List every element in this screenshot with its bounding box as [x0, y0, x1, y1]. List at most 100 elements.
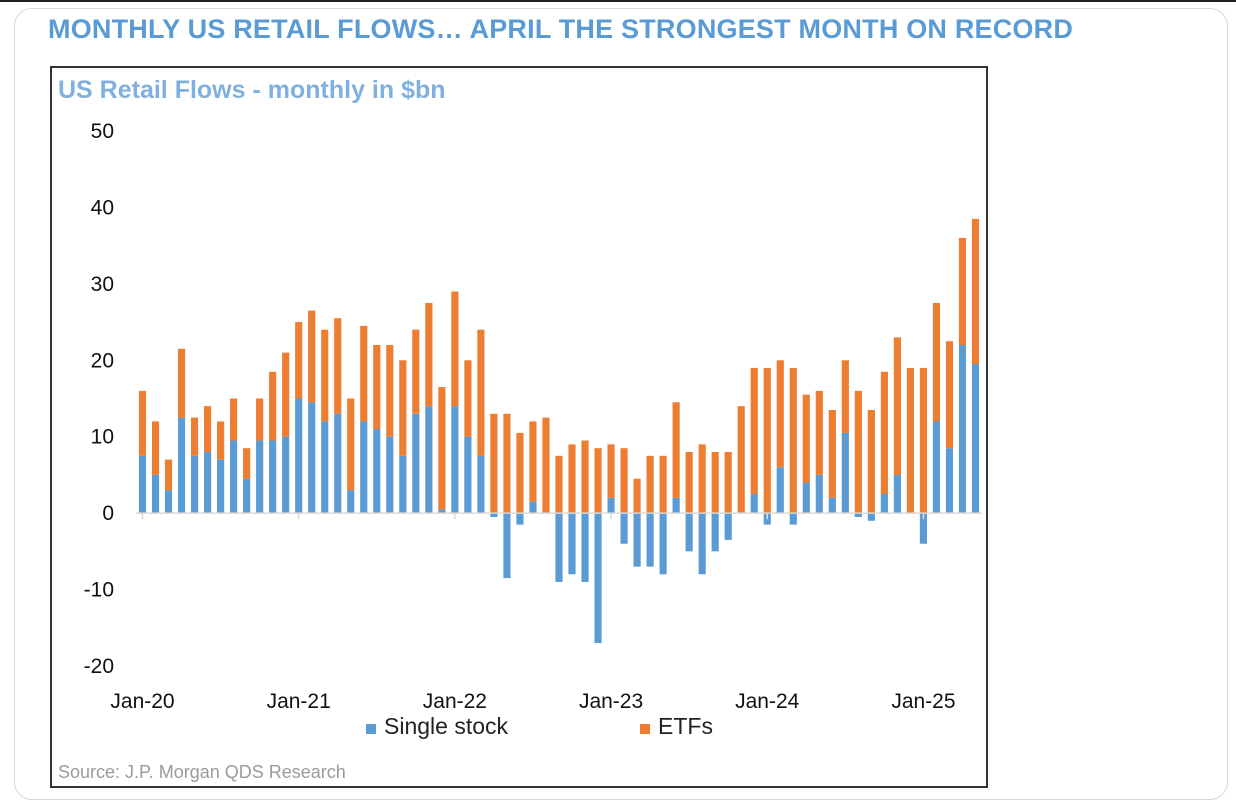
bar-single-stock — [581, 513, 589, 582]
bar-single-stock — [568, 513, 576, 575]
bar-etf — [594, 448, 602, 514]
bar-etf — [698, 444, 706, 514]
bar-etf — [308, 310, 316, 403]
bar-etf — [282, 352, 290, 437]
headline: MONTHLY US RETAIL FLOWS… APRIL THE STRON… — [48, 14, 1074, 44]
bar-single-stock — [620, 513, 628, 544]
bar-single-stock — [151, 474, 160, 514]
y-tick-label: 0 — [102, 502, 114, 525]
bar-etf — [438, 387, 446, 510]
bar-single-stock — [633, 513, 641, 567]
bar-etf — [373, 345, 381, 430]
bar-etf — [529, 421, 537, 502]
bar-etf — [386, 345, 394, 437]
x-tick-label: Jan-23 — [579, 690, 643, 713]
x-tick-label: Jan-22 — [423, 690, 487, 713]
bar-single-stock — [828, 497, 836, 514]
legend-label-single-stock: Single stock — [384, 713, 509, 739]
bar-single-stock — [932, 421, 941, 514]
bar-etf — [685, 452, 693, 514]
bar-etf — [828, 409, 836, 498]
bar-single-stock — [451, 406, 459, 514]
bar-etf — [516, 432, 524, 514]
bar-etf — [230, 398, 238, 441]
y-tick-label: 30 — [91, 273, 114, 296]
bar-single-stock — [893, 474, 901, 514]
bar-etf — [243, 448, 251, 479]
bar-single-stock — [594, 513, 602, 644]
bar-etf — [490, 413, 498, 514]
bar-single-stock — [945, 448, 954, 514]
bar-single-stock — [477, 455, 485, 514]
bar-etf — [477, 329, 485, 456]
bar-single-stock — [464, 436, 472, 514]
bar-etf — [906, 367, 914, 514]
bar-etf — [724, 452, 732, 514]
y-tick-label: 10 — [91, 426, 114, 449]
legend-swatch-etfs — [640, 724, 650, 734]
bar-single-stock — [360, 421, 368, 514]
bar-single-stock — [711, 513, 719, 552]
bar-single-stock — [386, 436, 394, 514]
bar-etf — [503, 413, 511, 514]
bar-single-stock — [321, 421, 329, 514]
bar-etf — [971, 218, 980, 365]
bar-single-stock — [425, 406, 433, 514]
legend-label-etfs: ETFs — [658, 713, 713, 739]
bar-single-stock — [373, 429, 381, 514]
bar-etf — [568, 444, 576, 514]
bar-etf — [581, 440, 589, 514]
bar-single-stock — [243, 478, 251, 514]
bar-single-stock — [672, 497, 680, 514]
bar-etf — [854, 390, 862, 514]
bar-single-stock — [282, 436, 290, 514]
bar-etf — [151, 421, 160, 475]
bar-single-stock — [230, 440, 238, 514]
bar-single-stock — [698, 513, 706, 575]
bar-etf — [893, 337, 901, 475]
x-tick-label: Jan-20 — [110, 690, 174, 713]
bar-single-stock — [854, 513, 862, 517]
bar-etf — [841, 360, 849, 433]
x-tick-label: Jan-25 — [891, 690, 955, 713]
bar-single-stock — [438, 509, 446, 514]
x-tick-label: Jan-21 — [267, 690, 331, 713]
bar-single-stock — [867, 513, 875, 521]
y-tick-label: 20 — [91, 349, 114, 372]
bar-etf — [711, 452, 719, 514]
chart-title: US Retail Flows - monthly in $bn — [58, 76, 446, 104]
bar-etf — [659, 455, 667, 514]
bar-etf — [542, 417, 550, 514]
bar-single-stock — [919, 513, 928, 544]
x-tick-label: Jan-24 — [735, 690, 800, 713]
y-tick-label: 50 — [91, 120, 114, 143]
bar-etf — [204, 406, 212, 452]
chart-frame: US Retail Flows - monthly in $bn 50 40 30 2… — [50, 66, 988, 788]
bar-single-stock — [490, 513, 498, 517]
bar-single-stock — [204, 452, 212, 514]
bar-single-stock — [217, 459, 225, 514]
bar-single-stock — [776, 467, 784, 514]
bar-etf — [256, 398, 264, 441]
top-rule — [0, 0, 1236, 2]
bar-etf — [789, 367, 797, 514]
bar-etf — [412, 329, 420, 414]
bar-single-stock — [399, 455, 407, 514]
bar-single-stock — [503, 513, 511, 579]
bar-single-stock — [334, 413, 342, 514]
bar-etf — [620, 448, 628, 514]
bar-etf — [919, 367, 928, 514]
bar-etf — [750, 367, 758, 495]
y-tick-label: -10 — [84, 579, 114, 602]
bar-etf — [633, 478, 641, 514]
bar-etf — [425, 302, 433, 407]
bar-single-stock — [815, 474, 823, 514]
bar-single-stock — [256, 440, 264, 514]
bar-etf — [815, 390, 823, 475]
bar-etf — [672, 402, 680, 498]
bar-etf — [646, 455, 654, 514]
bar-single-stock — [529, 501, 537, 514]
bar-etf — [763, 367, 771, 514]
chart-svg: 50 40 30 20 10 0 -10 -20 Jan-20 Jan-21 Jan-22 Jan-2… — [84, 120, 982, 739]
legend-swatch-single-stock — [366, 724, 376, 734]
